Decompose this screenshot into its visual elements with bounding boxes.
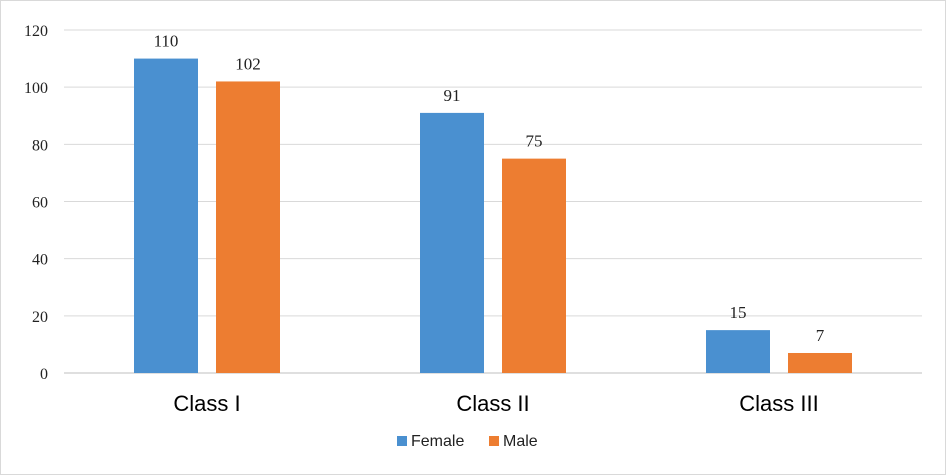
bar-male — [502, 158, 566, 373]
legend-swatch-male — [489, 436, 499, 446]
y-tick-label: 80 — [32, 137, 48, 154]
data-label: 7 — [816, 326, 825, 345]
bar-male — [788, 352, 852, 373]
legend-label: Female — [411, 433, 464, 450]
y-tick-label: 60 — [32, 195, 48, 212]
bar-male — [216, 81, 280, 373]
y-tick-label: 120 — [24, 23, 48, 40]
data-label: 102 — [235, 54, 261, 73]
data-label: 15 — [730, 303, 747, 322]
y-tick-label: 100 — [24, 80, 48, 97]
y-tick-label: 20 — [32, 309, 48, 326]
data-label: 75 — [526, 132, 543, 151]
bar-female — [420, 112, 484, 374]
y-tick-label: 40 — [32, 252, 48, 269]
legend-swatch-female — [397, 436, 407, 446]
bar-female — [706, 330, 770, 373]
x-category-label: Class III — [739, 391, 818, 416]
bar-female — [134, 58, 198, 373]
x-category-label: Class I — [173, 391, 240, 416]
data-label: 110 — [154, 32, 179, 51]
data-label: 91 — [444, 86, 461, 105]
y-tick-label: 0 — [40, 366, 48, 383]
x-category-label: Class II — [456, 391, 529, 416]
legend-label: Male — [503, 433, 538, 450]
